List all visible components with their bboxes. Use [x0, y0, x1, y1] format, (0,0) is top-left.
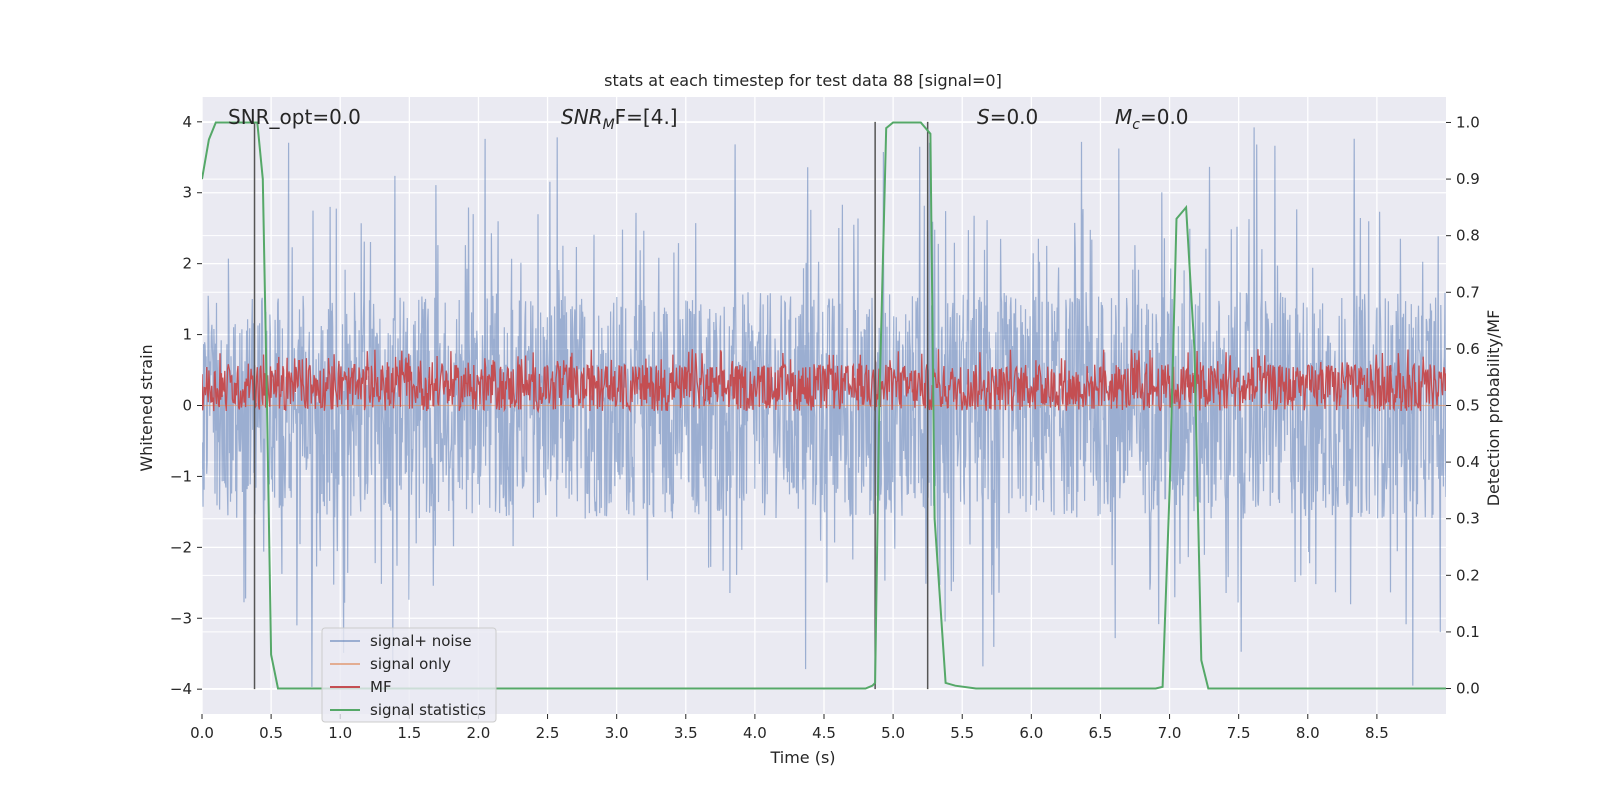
x-axis-label: Time (s) [769, 748, 835, 767]
x-tick-label: 1.0 [328, 724, 352, 742]
annotation-snr-opt: SNR_opt=0.0 [228, 105, 361, 129]
y2-tick-label: 0.5 [1456, 397, 1480, 415]
y2-tick-label: 0.4 [1456, 453, 1480, 471]
y-tick-label: −3 [170, 609, 192, 627]
legend-label-signal-statistics: signal statistics [370, 701, 486, 719]
y-tick-label: 0 [182, 397, 192, 415]
annotation-mc-main: M [1115, 105, 1132, 129]
annotation-mc-rest: =0.0 [1140, 105, 1189, 129]
x-tick-label: 5.5 [950, 724, 974, 742]
x-tick-label: 4.0 [743, 724, 767, 742]
x-tick-label: 0.0 [190, 724, 214, 742]
x-tick-label: 5.0 [881, 724, 905, 742]
x-tick-label: 3.0 [605, 724, 629, 742]
y2-tick-label: 0.0 [1456, 680, 1480, 698]
annotation-s-rest: =0.0 [990, 105, 1039, 129]
y2-tick-label: 0.9 [1456, 170, 1480, 188]
legend-label-signal-only: signal only [370, 655, 451, 673]
y2-tick-label: 0.3 [1456, 510, 1480, 528]
legend-box [321, 627, 497, 723]
series-mf-line [202, 349, 1446, 414]
x-tick-label: 1.5 [397, 724, 421, 742]
annotation-s-main: S [977, 105, 990, 129]
x-tick-label: 6.5 [1089, 724, 1113, 742]
x-tick-label: 8.5 [1365, 724, 1389, 742]
x-tick-label: 3.5 [674, 724, 698, 742]
y2-tick-label: 0.8 [1456, 227, 1480, 245]
x-tick-label: 8.0 [1296, 724, 1320, 742]
x-tick-label: 0.5 [259, 724, 283, 742]
y2-axis-label: Detection probability/MF [1484, 310, 1503, 507]
y2-tick-label: 0.7 [1456, 283, 1480, 301]
y-axis-label: Whitened strain [137, 344, 156, 471]
annotation-mc-sub: c [1132, 117, 1140, 133]
y-tick-label: 4 [182, 113, 192, 131]
annotation-s: S=0.0 [977, 105, 1038, 129]
x-tick-label: 4.5 [812, 724, 836, 742]
x-tick-label: 2.5 [536, 724, 560, 742]
annotation-snr-mf: SNRMF=[4.] [561, 105, 678, 133]
y-tick-label: 3 [182, 184, 192, 202]
y2-tick-label: 0.1 [1456, 623, 1480, 641]
y-tick-label: 2 [182, 255, 192, 273]
annotation-snr-mf-sub: M [603, 117, 615, 133]
annotation-mc: Mc=0.0 [1115, 105, 1189, 133]
y-tick-label: 1 [182, 326, 192, 344]
legend-label-signal-noise: signal+ noise [370, 632, 472, 650]
y2-tick-label: 0.2 [1456, 566, 1480, 584]
plot-area [197, 97, 1451, 719]
x-tick-label: 7.0 [1158, 724, 1182, 742]
legend: signal+ noise signal only MF signal stat… [321, 627, 497, 723]
y2-tick-label: 1.0 [1456, 113, 1480, 131]
x-tick-label: 7.5 [1227, 724, 1251, 742]
y2-tick-label: 0.6 [1456, 340, 1480, 358]
series-signal-statistics-line [202, 121, 1446, 690]
annotation-snr-mf-main: SNR [561, 105, 603, 129]
y-tick-label: −2 [170, 538, 192, 556]
y-tick-label: −4 [170, 680, 192, 698]
y-tick-label: −1 [170, 467, 192, 485]
legend-label-mf: MF [370, 678, 392, 696]
x-tick-label: 6.0 [1019, 724, 1043, 742]
annotation-snr-mf-rest: F=[4.] [615, 105, 678, 129]
chart-title: stats at each timestep for test data 88 … [604, 71, 1002, 90]
x-tick-label: 2.0 [467, 724, 491, 742]
